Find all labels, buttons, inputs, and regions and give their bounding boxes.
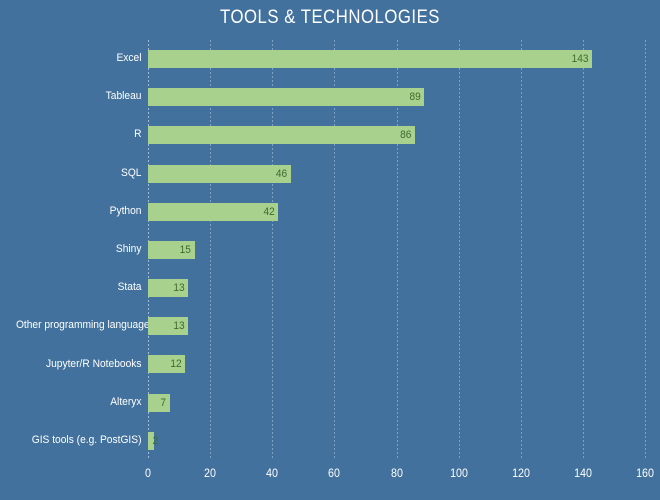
category-label: Excel xyxy=(116,52,142,65)
bar[interactable] xyxy=(148,317,189,336)
bar[interactable] xyxy=(148,88,425,107)
x-tick-label: 20 xyxy=(204,468,217,480)
bar[interactable] xyxy=(148,355,186,374)
x-tick-label: 120 xyxy=(511,468,530,480)
bar[interactable] xyxy=(148,202,279,221)
category-axis: Excel Tableau R SQL Python Shiny Stata Other pr… xyxy=(0,40,155,460)
bar[interactable] xyxy=(148,240,195,259)
gridline-140 xyxy=(582,40,584,460)
gridline-160 xyxy=(645,40,646,460)
bar[interactable] xyxy=(148,279,189,298)
bar-band: 143 xyxy=(148,40,645,78)
x-tick-label: 0 xyxy=(145,468,151,480)
category-label: Python xyxy=(109,204,142,217)
category-label: Alteryx xyxy=(110,395,142,408)
bar-band: 86 xyxy=(148,116,645,154)
gridline-20 xyxy=(210,40,212,460)
bar-value-label: 15 xyxy=(179,243,191,256)
gridline-40 xyxy=(272,40,274,460)
bar-band: 7 xyxy=(148,384,645,422)
category-label: SQL xyxy=(121,166,142,179)
bar-band: 89 xyxy=(148,78,645,116)
gridline-80 xyxy=(396,40,398,460)
x-tick-label: 100 xyxy=(449,468,468,480)
bar[interactable] xyxy=(148,431,155,450)
bar[interactable] xyxy=(148,164,291,183)
category-label: Jupyter/R Notebooks xyxy=(45,357,142,370)
bar-value-label: 89 xyxy=(409,91,421,104)
bar-value-label: 12 xyxy=(170,358,182,371)
bar-value-label: 7 xyxy=(160,396,167,409)
category-label: R xyxy=(134,128,142,141)
bar-band: 13 xyxy=(148,269,645,307)
bar[interactable] xyxy=(148,126,416,145)
bar-value-label: 42 xyxy=(263,205,275,218)
chart-title: TOOLS & TECHNOLOGIES xyxy=(220,7,440,28)
bar-band: 46 xyxy=(148,155,645,193)
bar-value-label: 2 xyxy=(152,434,159,447)
x-tick-label: 160 xyxy=(636,468,654,480)
bar-value-label: 13 xyxy=(173,320,185,333)
bar-value-label: 13 xyxy=(173,282,185,295)
x-tick-label: 80 xyxy=(390,468,403,480)
gridline-100 xyxy=(458,40,460,460)
gridline-60 xyxy=(334,40,336,460)
x-axis: 0 20 40 60 80 100 120 140 160 xyxy=(145,462,654,492)
bar[interactable] xyxy=(148,50,593,68)
plot-area: 143 89 86 46 42 15 13 13 12 7 2 xyxy=(148,40,646,460)
bar-band: 42 xyxy=(148,193,645,231)
bar-value-label: 86 xyxy=(400,129,412,142)
x-tick-label: 60 xyxy=(328,468,341,480)
x-tick-label: 140 xyxy=(573,468,592,480)
category-label: Stata xyxy=(117,281,142,294)
category-label: GIS tools (e.g. PostGIS) xyxy=(31,433,142,446)
gridline-120 xyxy=(520,40,522,460)
bar-value-label: 46 xyxy=(275,167,288,180)
category-label: Other programming languages xyxy=(15,319,155,332)
bar-band: 13 xyxy=(148,307,645,345)
bar-band: 15 xyxy=(148,231,645,269)
bar-band: 12 xyxy=(148,345,645,383)
category-label: Tableau xyxy=(105,90,142,103)
category-label: Shiny xyxy=(115,243,142,255)
x-tick-label: 40 xyxy=(266,468,279,480)
bar-band: 2 xyxy=(148,422,645,460)
bar-value-label: 143 xyxy=(571,53,589,65)
bar[interactable] xyxy=(148,393,170,412)
